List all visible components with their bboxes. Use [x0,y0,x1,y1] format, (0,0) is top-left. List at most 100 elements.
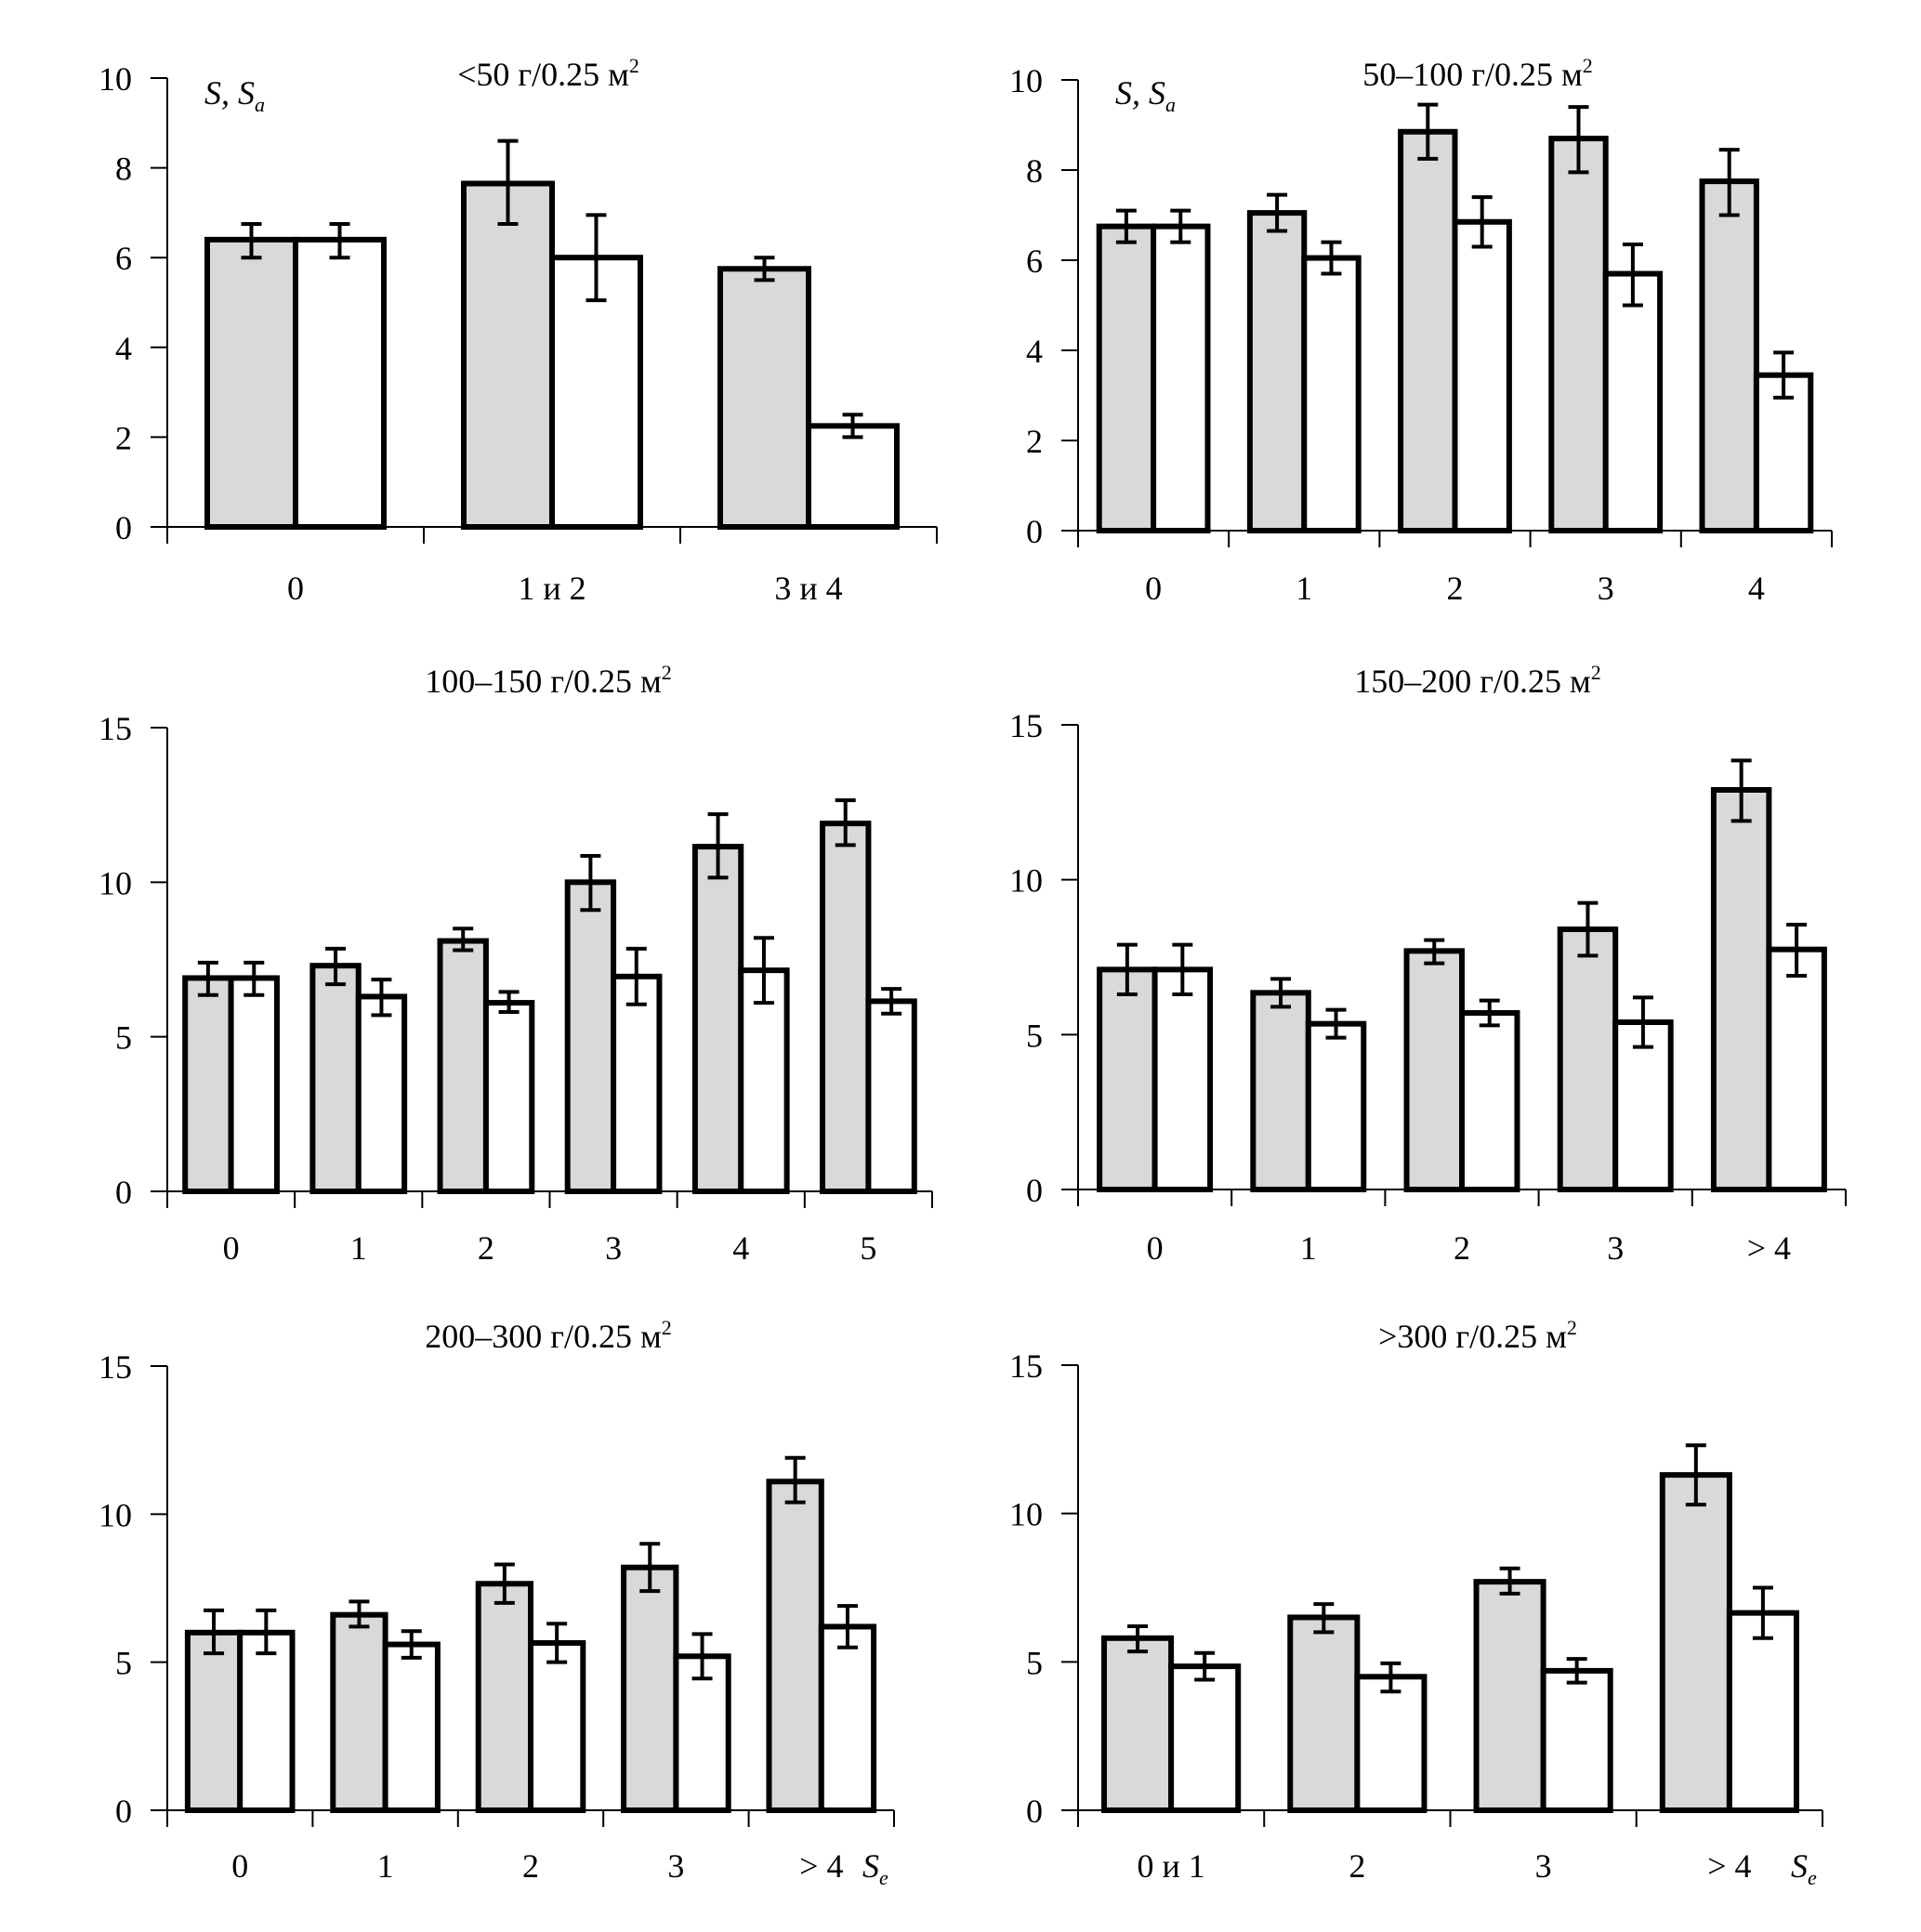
bar-sa [1354,1674,1428,1814]
chart-title: 150–200 г/0.25 м2 [1354,661,1601,700]
bar-s [621,1564,679,1814]
y-tick-label: 5 [1026,1644,1043,1681]
bar-sa [1602,270,1664,533]
bar-sa [611,973,663,1194]
y-tick-label: 2 [1026,423,1043,460]
bar-s [330,1611,388,1814]
bar-s [184,1629,243,1814]
y-tick-label: 0 [115,1793,132,1830]
bar-s [1097,966,1158,1193]
x-tick-label: 2 [1349,1847,1365,1885]
y-tick-label: 6 [115,240,132,277]
y-tick-label: 6 [1026,243,1043,280]
bar-sa [1305,1020,1367,1192]
bar-s [691,844,744,1194]
bar-s [1548,136,1609,534]
y-tick-label: 0 [115,1174,132,1211]
bar-s [1659,1472,1732,1813]
bar-sa [293,236,387,530]
x-tick-label: 0 [223,1229,240,1267]
bar-s [475,1581,533,1813]
bar-sa [806,423,900,531]
x-tick-label: 0 [1145,570,1162,607]
y-tick-label: 10 [1009,62,1043,99]
bar-s [1101,1635,1175,1813]
x-tick-label: 2 [478,1229,494,1267]
x-axis-label: Se [862,1847,888,1889]
chart-title-text: >300 г/0.25 м [1378,1318,1567,1355]
bar-s [717,266,811,530]
y-tick-label: 10 [1009,1496,1043,1533]
bar-sa [1168,1663,1242,1813]
bar-sa [1151,223,1211,533]
x-tick-label: 1 [350,1229,367,1267]
x-tick-label: 0 [287,570,304,607]
bar-sa [1726,1610,1799,1813]
chart-title: 100–150 г/0.25 м2 [425,661,672,700]
x-tick-label: 3 [605,1229,622,1267]
y-tick-label: 10 [99,1496,132,1533]
x-tick-label: 0 [1147,1229,1164,1267]
bar-s [820,821,872,1194]
chart-title-superscript: 2 [662,1316,672,1339]
chart-title-text: 50–100 г/0.25 м [1362,56,1583,93]
x-tick-label: 2 [1447,570,1464,607]
bar-sa [355,993,408,1195]
chart-title-text: 200–300 г/0.25 м [425,1318,662,1355]
x-tick-label: 1 и 2 [518,570,586,607]
y-tick-label: 10 [99,60,132,98]
x-tick-label: 4 [732,1229,749,1267]
bar-sa [1301,255,1362,533]
bar-s [564,879,617,1194]
chart-title-superscript: 2 [1591,661,1601,684]
y-tick-label: 0 [1026,513,1043,550]
bar-sa [382,1641,441,1813]
x-tick-label: 0 и 1 [1137,1847,1204,1885]
x-tick-label: 2 [522,1847,539,1885]
bar-sa [1459,1010,1520,1192]
bar-s [461,180,555,530]
y-axis-label: S, Sa [1115,74,1176,116]
chart-title: <50 г/0.25 м2 [457,54,639,93]
bar-s [1246,210,1308,533]
y-tick-label: 0 [115,509,132,546]
y-tick-label: 4 [115,330,132,367]
x-tick-label: > 4 [1747,1229,1791,1267]
bar-s [1710,787,1772,1192]
x-tick-label: 1 [1296,570,1312,607]
bar-sa [228,975,280,1194]
chart-title-superscript: 2 [662,661,672,684]
chart-title-superscript: 2 [629,54,639,77]
x-tick-label: 5 [860,1229,876,1267]
chart-title-text: 100–150 г/0.25 м [425,663,662,700]
bar-sa [1766,946,1827,1193]
bar-sa [1151,966,1214,1193]
y-tick-label: 5 [115,1019,132,1057]
chart-title: 50–100 г/0.25 м2 [1362,54,1593,93]
x-tick-label: 0 [231,1847,248,1885]
chart-title-text: 150–200 г/0.25 м [1354,663,1591,700]
y-tick-label: 4 [1026,333,1043,370]
x-tick-label: 3 [1607,1229,1624,1267]
y-tick-label: 8 [1026,152,1043,190]
bar-sa [482,1000,535,1195]
x-tick-label: 4 [1748,570,1765,607]
bar-s [1473,1579,1546,1813]
chart-title: 200–300 г/0.25 м2 [425,1316,672,1355]
bar-s [1398,128,1458,533]
x-tick-label: 2 [1454,1229,1470,1267]
x-tick-label: > 4 [1707,1847,1751,1885]
y-tick-label: 8 [115,151,132,188]
y-tick-label: 0 [1026,1172,1043,1209]
bar-s [766,1479,824,1814]
y-tick-label: 15 [1009,707,1043,744]
y-tick-label: 15 [99,710,132,747]
x-tick-label: 3 [1535,1847,1552,1885]
bar-sa [818,1623,877,1813]
x-tick-label: 1 [377,1847,394,1885]
